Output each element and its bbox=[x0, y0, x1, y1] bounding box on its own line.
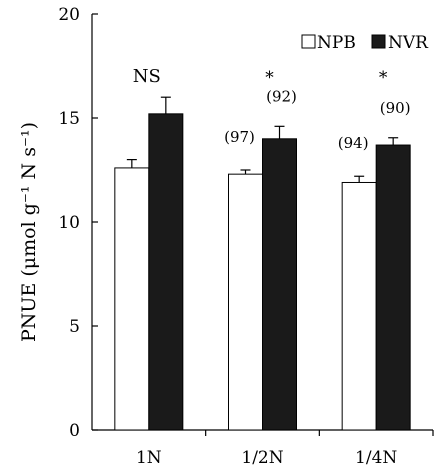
y-tick-label: 20 bbox=[58, 5, 80, 25]
y-tick-label: 0 bbox=[69, 421, 80, 441]
legend-label-npb: NPB bbox=[317, 33, 356, 53]
legend-label-nvr: NVR bbox=[388, 33, 429, 53]
bar-npb-1 bbox=[228, 173, 263, 431]
bar-nvr-2 bbox=[375, 144, 411, 431]
legend-swatch-nvr bbox=[371, 34, 386, 49]
bar-nvr-1 bbox=[262, 138, 297, 431]
bar-annotation: (97) bbox=[224, 128, 255, 146]
bars bbox=[114, 113, 411, 431]
legend-swatch-npb bbox=[301, 34, 316, 49]
y-tick-label: 5 bbox=[69, 317, 80, 337]
x-tick-label: 1N bbox=[136, 448, 162, 468]
x-tick-label: 1/4N bbox=[355, 448, 397, 468]
bar-annotation: (94) bbox=[338, 134, 369, 152]
significance-label: * bbox=[379, 68, 388, 88]
y-axis-label: PNUE (μmol g⁻¹ N s⁻¹) bbox=[18, 122, 40, 342]
y-tick-label: 15 bbox=[58, 109, 80, 129]
legend: NPB NVR bbox=[301, 33, 429, 53]
bar-annotation: (90) bbox=[380, 99, 411, 117]
y-tick-label: 10 bbox=[58, 213, 80, 233]
significance-label: * bbox=[265, 68, 274, 88]
significance-label: NS bbox=[133, 66, 161, 87]
bar-npb-0 bbox=[114, 167, 150, 431]
error-bars bbox=[126, 96, 399, 183]
bar-npb-2 bbox=[341, 181, 377, 431]
bar-nvr-0 bbox=[148, 113, 184, 431]
annotations: NS(97)(92)*(94)(90)* bbox=[133, 66, 411, 152]
x-tick-label: 1/2N bbox=[241, 448, 283, 468]
bar-annotation: (92) bbox=[266, 87, 297, 105]
